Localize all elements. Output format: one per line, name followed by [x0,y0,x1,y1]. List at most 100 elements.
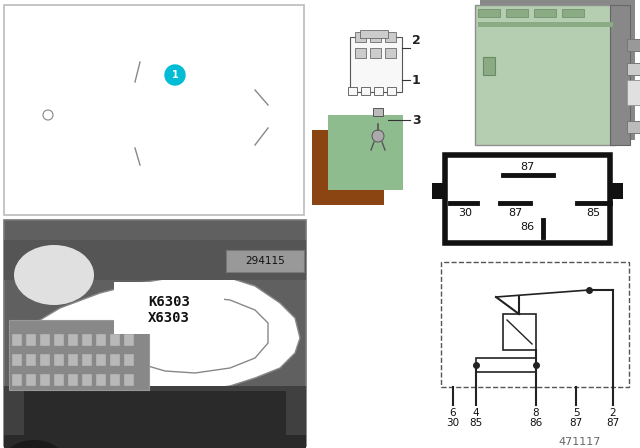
Bar [328,115,403,190]
Bar [373,108,383,116]
Bar [68,354,78,366]
Bar [506,9,528,17]
Text: 2: 2 [610,408,616,418]
Bar [54,334,64,346]
Bar [110,334,120,346]
Bar [478,22,613,27]
Circle shape [372,130,384,142]
Text: 294115: 294115 [245,256,285,266]
Bar [124,374,134,386]
Bar [475,5,615,145]
Bar [355,32,366,42]
Bar [627,121,640,133]
Bar [124,354,134,366]
Bar [361,87,370,95]
Bar [26,354,36,366]
Text: K6303: K6303 [148,295,190,309]
Bar [480,0,635,140]
Bar [360,30,388,38]
Bar [54,374,64,386]
Text: 8: 8 [532,408,540,418]
Circle shape [43,110,53,120]
Bar [4,435,306,448]
Bar [110,374,120,386]
Text: 86: 86 [520,222,534,232]
Text: 86: 86 [529,418,543,428]
Bar [348,87,357,95]
Bar [432,183,445,199]
Text: 1: 1 [412,73,420,86]
Text: 30: 30 [447,418,460,428]
Text: 5: 5 [573,408,579,418]
Bar [374,87,383,95]
Bar [627,80,640,105]
Bar [445,155,610,243]
Bar [385,32,396,42]
Bar [96,374,106,386]
Bar [385,48,396,58]
Bar [82,334,92,346]
Bar [503,314,536,350]
Text: 4: 4 [473,408,479,418]
Bar [54,354,64,366]
Bar [387,87,396,95]
Text: X6303: X6303 [148,311,190,325]
Bar [355,48,366,58]
Bar [4,220,306,446]
Bar [68,374,78,386]
Bar [627,63,640,75]
Bar [12,354,22,366]
Bar [68,334,78,346]
Bar [40,334,50,346]
Text: 30: 30 [458,208,472,218]
Bar [4,386,306,446]
Circle shape [165,65,185,85]
Bar [12,334,22,346]
Text: 87: 87 [508,208,522,218]
Bar [96,334,106,346]
Bar [562,9,584,17]
Text: 87: 87 [606,418,620,428]
Text: 87: 87 [570,418,582,428]
Bar [40,374,50,386]
Bar [114,282,224,334]
Text: 471117: 471117 [559,437,601,447]
Bar [350,37,402,92]
Bar [40,354,50,366]
Bar [441,262,629,387]
Bar [370,48,381,58]
Bar [476,358,536,372]
Bar [110,354,120,366]
Text: 2: 2 [412,34,420,47]
Bar [96,354,106,366]
Bar [610,5,630,145]
Bar [370,32,381,42]
Bar [478,9,500,17]
Text: 85: 85 [586,208,600,218]
Bar [312,130,384,205]
Bar [4,5,304,215]
Bar [610,183,623,199]
Bar [26,374,36,386]
Bar [9,320,149,390]
Bar [627,39,640,51]
Bar [534,9,556,17]
Polygon shape [135,296,268,373]
Bar [124,334,134,346]
Bar [82,374,92,386]
Bar [82,354,92,366]
Text: 85: 85 [469,418,483,428]
Text: 3: 3 [412,113,420,126]
Bar [483,57,495,75]
Text: 6: 6 [450,408,456,418]
Bar [12,374,22,386]
Bar [26,334,36,346]
Text: 1: 1 [172,70,179,80]
Polygon shape [25,276,300,390]
Ellipse shape [14,245,94,305]
Bar [24,391,286,436]
Bar [627,91,640,103]
Bar [226,250,304,272]
Bar [4,240,306,280]
Text: 87: 87 [520,162,534,172]
